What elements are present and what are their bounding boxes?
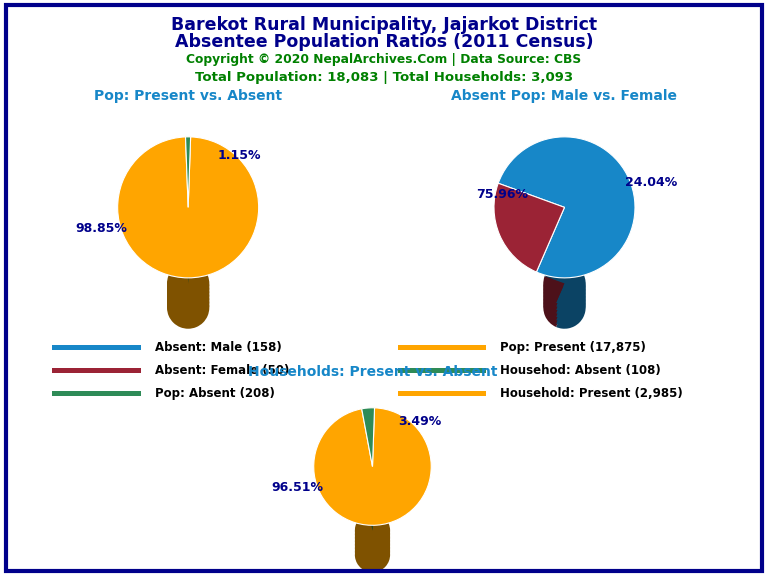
Wedge shape (369, 533, 373, 551)
Bar (398, 391, 486, 396)
Wedge shape (543, 286, 564, 313)
Text: Househod: Absent (108): Househod: Absent (108) (500, 364, 661, 377)
Wedge shape (187, 266, 189, 287)
Title: Absent Pop: Male vs. Female: Absent Pop: Male vs. Female (452, 89, 677, 103)
Text: Absentee Population Ratios (2011 Census): Absentee Population Ratios (2011 Census) (174, 33, 594, 51)
Wedge shape (369, 520, 373, 537)
Wedge shape (543, 283, 564, 310)
Title: Households: Present vs. Absent: Households: Present vs. Absent (248, 365, 497, 379)
Text: Household: Present (2,985): Household: Present (2,985) (500, 387, 683, 400)
Wedge shape (167, 269, 210, 312)
Text: Copyright © 2020 NepalArchives.Com | Data Source: CBS: Copyright © 2020 NepalArchives.Com | Dat… (187, 53, 581, 66)
Bar (52, 368, 141, 373)
Wedge shape (355, 513, 390, 548)
Wedge shape (186, 137, 190, 207)
Wedge shape (167, 276, 210, 319)
Text: Barekot Rural Municipality, Jajarkot District: Barekot Rural Municipality, Jajarkot Dis… (171, 16, 597, 34)
Wedge shape (369, 530, 373, 548)
Wedge shape (543, 300, 564, 327)
Text: 98.85%: 98.85% (75, 222, 127, 234)
Text: Absent: Male (158): Absent: Male (158) (154, 341, 281, 354)
Wedge shape (355, 533, 390, 569)
Wedge shape (369, 537, 373, 555)
Wedge shape (167, 283, 210, 325)
Wedge shape (355, 526, 390, 562)
Wedge shape (369, 516, 373, 534)
Wedge shape (355, 530, 390, 566)
Wedge shape (543, 279, 564, 306)
Wedge shape (498, 137, 635, 278)
Text: Absent: Female (50): Absent: Female (50) (154, 364, 289, 377)
Wedge shape (167, 262, 210, 305)
Wedge shape (187, 272, 189, 294)
Bar (52, 391, 141, 396)
Text: 96.51%: 96.51% (272, 481, 324, 494)
Wedge shape (545, 283, 586, 325)
Wedge shape (362, 408, 375, 467)
Text: Pop: Present (17,875): Pop: Present (17,875) (500, 341, 646, 354)
Wedge shape (545, 279, 586, 322)
Wedge shape (167, 279, 210, 322)
Wedge shape (187, 276, 189, 297)
Bar (398, 368, 486, 373)
Wedge shape (543, 297, 564, 324)
Wedge shape (355, 537, 390, 573)
Wedge shape (369, 523, 373, 541)
Wedge shape (543, 290, 564, 317)
Bar (398, 344, 486, 350)
Wedge shape (187, 269, 189, 290)
Text: Total Population: 18,083 | Total Households: 3,093: Total Population: 18,083 | Total Househo… (195, 71, 573, 84)
Wedge shape (187, 262, 189, 283)
Wedge shape (494, 183, 564, 272)
Bar (52, 344, 141, 350)
Wedge shape (118, 137, 259, 278)
Wedge shape (545, 276, 586, 319)
Wedge shape (545, 266, 586, 308)
Text: 1.15%: 1.15% (218, 149, 261, 162)
Wedge shape (167, 286, 210, 329)
Title: Pop: Present vs. Absent: Pop: Present vs. Absent (94, 89, 282, 103)
Wedge shape (314, 408, 431, 525)
Wedge shape (545, 262, 586, 305)
Wedge shape (187, 283, 189, 304)
Wedge shape (545, 269, 586, 312)
Wedge shape (369, 526, 373, 544)
Wedge shape (355, 516, 390, 552)
Text: 3.49%: 3.49% (398, 415, 441, 428)
Text: 75.96%: 75.96% (476, 188, 528, 202)
Wedge shape (369, 513, 373, 530)
Wedge shape (187, 286, 189, 308)
Wedge shape (167, 266, 210, 308)
Text: Pop: Absent (208): Pop: Absent (208) (154, 387, 274, 400)
Text: 24.04%: 24.04% (625, 176, 677, 189)
Wedge shape (545, 272, 586, 315)
Wedge shape (545, 286, 586, 329)
Wedge shape (355, 523, 390, 559)
Wedge shape (167, 272, 210, 315)
Wedge shape (543, 276, 564, 303)
Wedge shape (187, 279, 189, 301)
Wedge shape (355, 520, 390, 555)
Wedge shape (543, 293, 564, 320)
